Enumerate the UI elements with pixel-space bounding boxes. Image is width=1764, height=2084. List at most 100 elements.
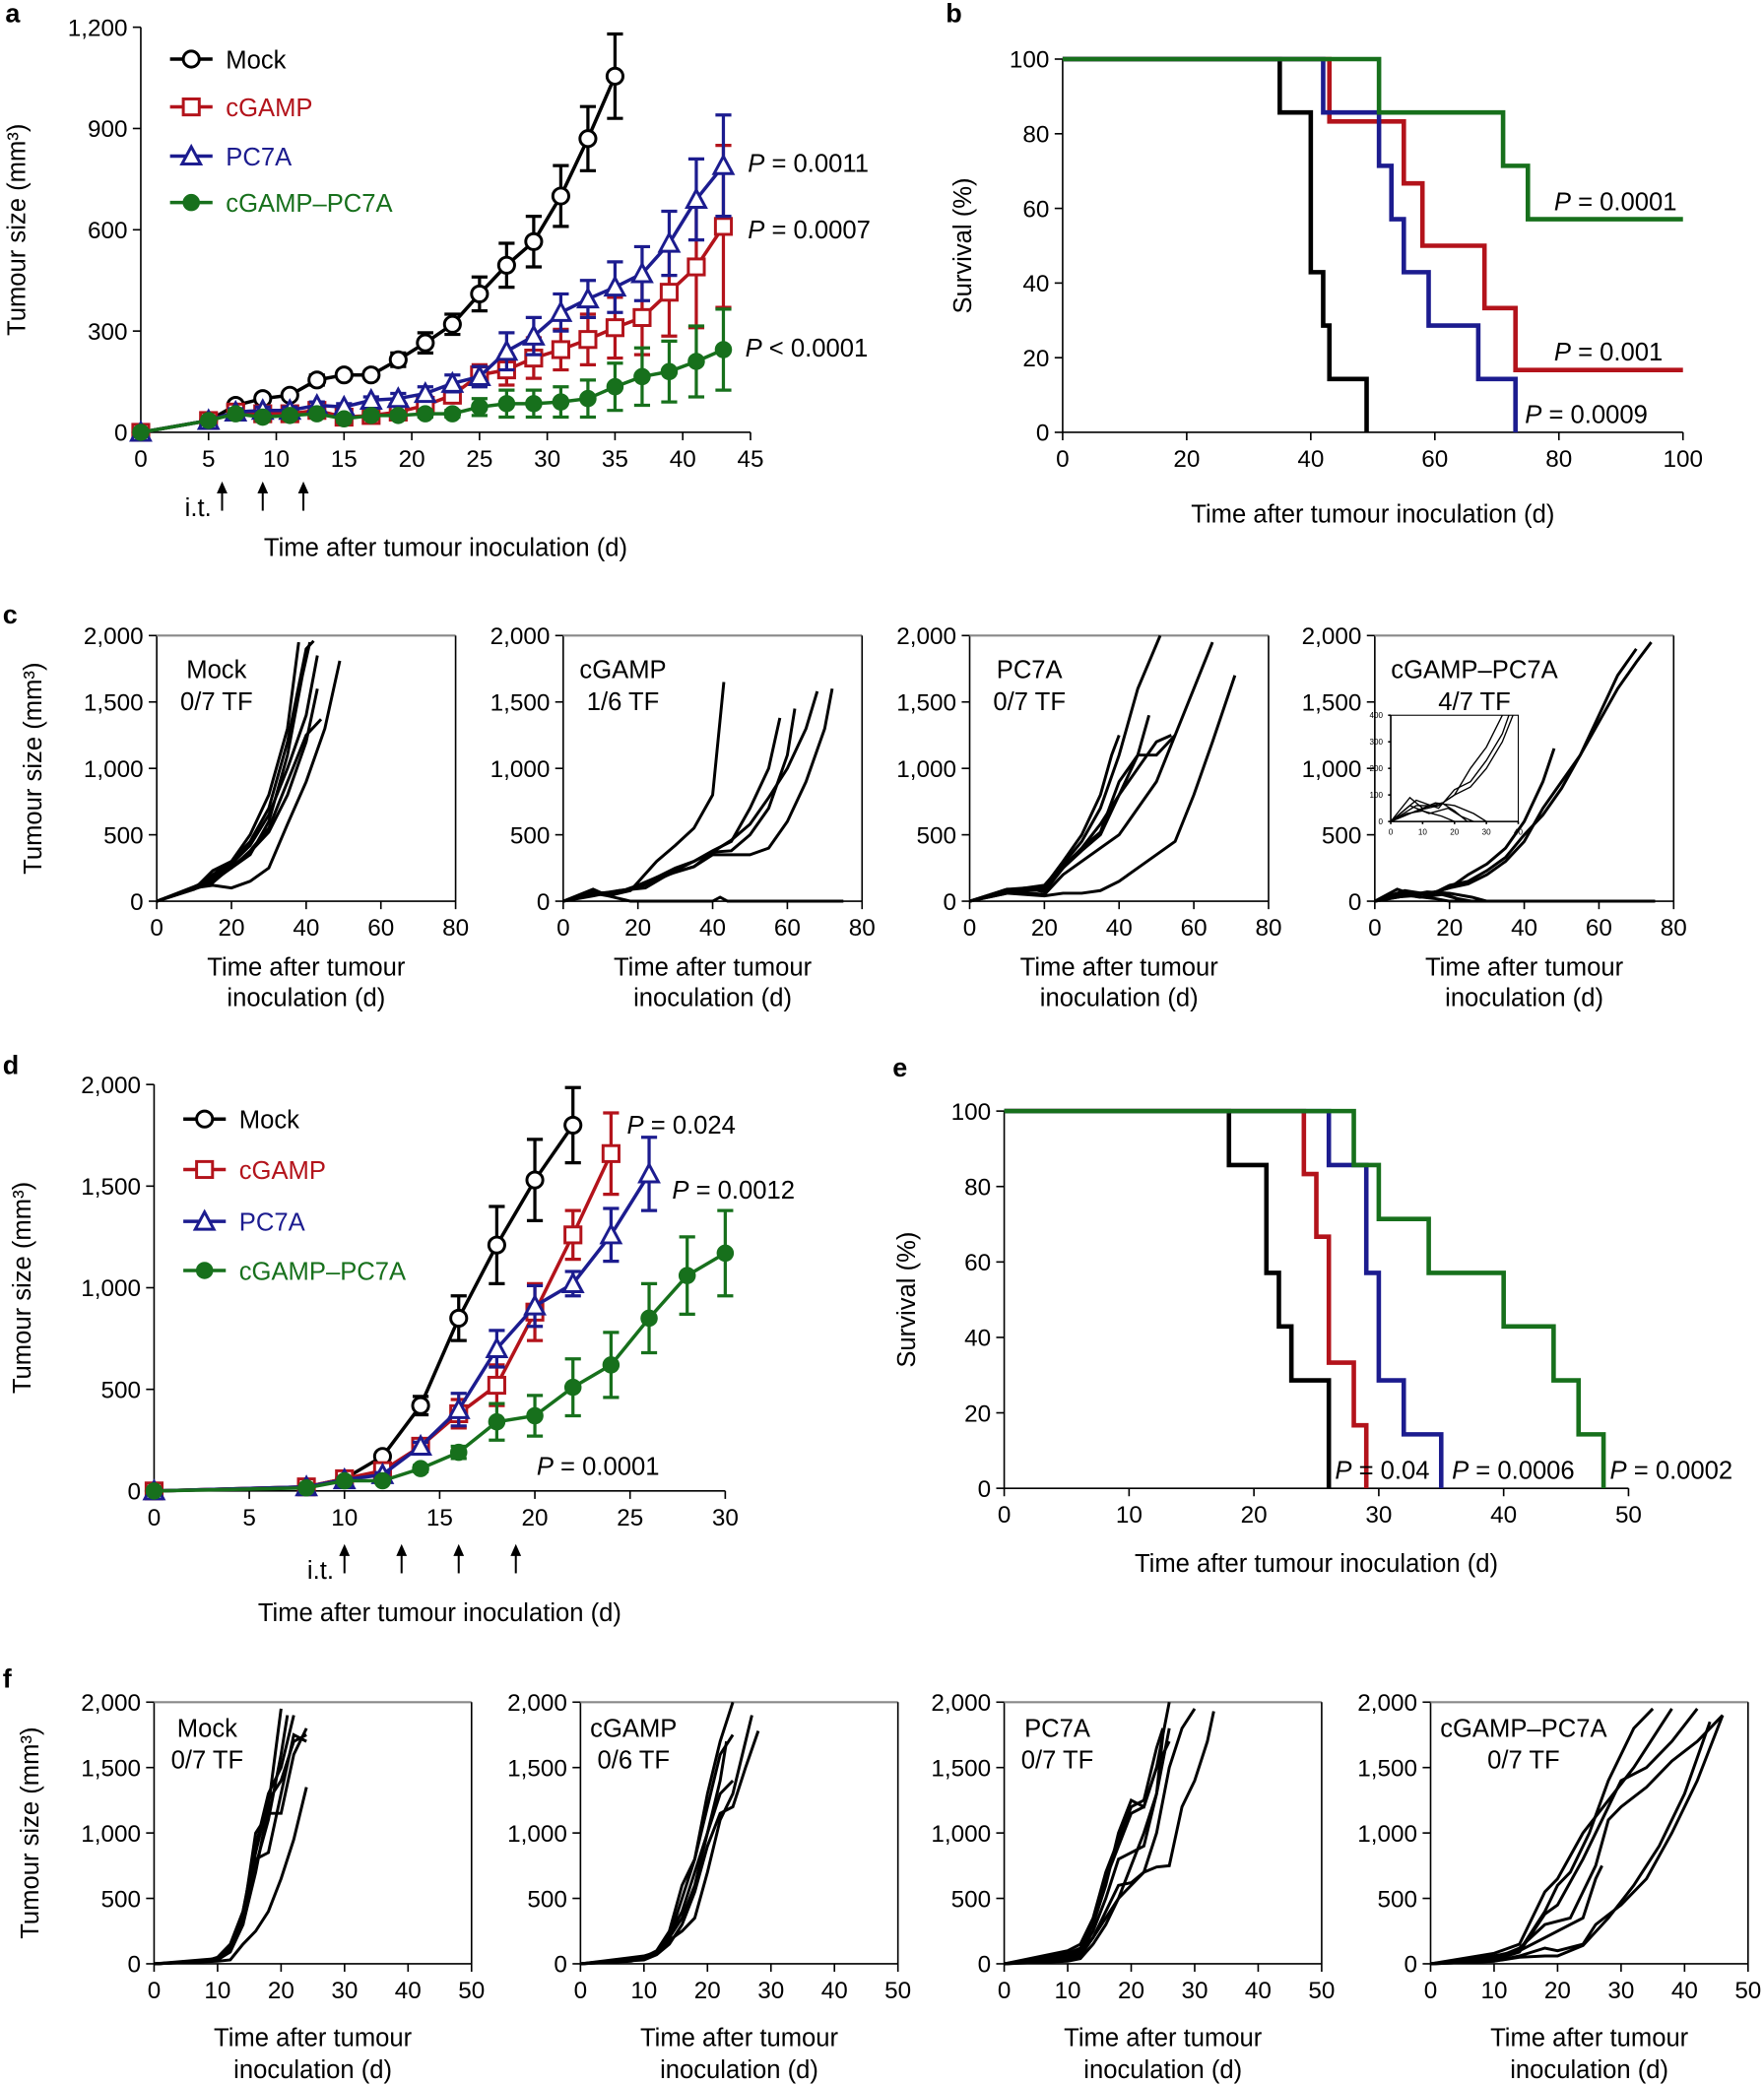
series-line bbox=[154, 1152, 613, 1493]
x-tick-label: 20 bbox=[1450, 828, 1459, 837]
y-tick-label: 0 bbox=[114, 421, 127, 447]
x-axis-title: Time after tumour inoculation (d) bbox=[264, 534, 627, 561]
marker-circle bbox=[388, 350, 408, 369]
marker-dot bbox=[660, 362, 679, 381]
x-tick-label: 20 bbox=[522, 1505, 549, 1531]
tumour-curve bbox=[969, 641, 1214, 903]
marker-dot bbox=[579, 389, 597, 408]
y-tick-label: 0 bbox=[554, 1952, 566, 1979]
marker-triangle bbox=[467, 363, 491, 386]
legend-item: Mock bbox=[169, 46, 287, 74]
p-rest: = 0.04 bbox=[1351, 1458, 1429, 1485]
p-symbol: P bbox=[746, 335, 762, 362]
x-tick-label: 20 bbox=[1031, 915, 1058, 942]
p-symbol: P bbox=[748, 151, 764, 178]
p-rest: = 0.024 bbox=[644, 1112, 736, 1140]
marker-dot bbox=[335, 410, 354, 428]
y-axis-title: Tumour size (mm³) bbox=[9, 1182, 36, 1394]
tumour-curve bbox=[154, 1733, 307, 1966]
x-tick-label: 50 bbox=[1308, 1978, 1335, 2004]
y-tick-label: 500 bbox=[1322, 822, 1362, 849]
y-tick-label: 1,000 bbox=[84, 756, 144, 783]
marker-dot bbox=[449, 1443, 468, 1462]
p-rest: = 0.0001 bbox=[1571, 189, 1677, 217]
x-tick-label: 20 bbox=[1544, 1978, 1571, 2004]
y-tick-label: 900 bbox=[88, 116, 128, 143]
tumour-curve bbox=[1374, 894, 1656, 903]
group-label: Mock bbox=[186, 656, 246, 684]
y-tick-label: 200 bbox=[1369, 764, 1383, 773]
y-tick-label: 500 bbox=[510, 822, 551, 849]
marker-triangle bbox=[485, 1335, 509, 1358]
group-label: Mock bbox=[177, 1715, 237, 1742]
tumour-curve bbox=[969, 734, 1121, 903]
x-tick-label: 5 bbox=[202, 446, 216, 473]
marker-dot bbox=[471, 398, 489, 417]
y-tick-label: 0 bbox=[1405, 1952, 1417, 1979]
y-tick-label: 500 bbox=[917, 822, 957, 849]
legend-item: Mock bbox=[183, 1107, 299, 1135]
p-rest: = 0.0009 bbox=[1541, 402, 1648, 429]
x-tick-label: 20 bbox=[268, 1978, 294, 2004]
marker-dot bbox=[443, 405, 462, 423]
tumour-free-count: 0/7 TF bbox=[1487, 1747, 1560, 1775]
inset-curve bbox=[1391, 805, 1519, 822]
x-axis-title-line1: Time after tumour bbox=[1490, 2025, 1689, 2052]
marker-triangle bbox=[192, 1208, 217, 1231]
marker-circle bbox=[605, 66, 624, 86]
arrow-head-icon bbox=[453, 1543, 465, 1556]
marker-dot bbox=[714, 341, 733, 358]
x-tick-label: 0 bbox=[150, 915, 163, 942]
p-value-label: P = 0.04 bbox=[1335, 1458, 1429, 1485]
marker-square bbox=[563, 1225, 583, 1245]
marker-triangle bbox=[549, 299, 573, 322]
x-tick-label: 10 bbox=[331, 1505, 358, 1531]
marker-dot bbox=[253, 408, 272, 426]
x-tick-label: 0 bbox=[963, 915, 977, 942]
x-tick-label: 30 bbox=[757, 1978, 784, 2004]
marker-dot bbox=[488, 1412, 506, 1431]
survival-curve-Mock bbox=[1062, 56, 1369, 432]
p-symbol: P bbox=[1610, 1458, 1627, 1485]
x-tick-label: 60 bbox=[774, 915, 801, 942]
x-tick-label: 20 bbox=[624, 915, 651, 942]
series-Mock bbox=[144, 1085, 583, 1501]
x-tick-label: 20 bbox=[219, 915, 245, 942]
tumour-curve bbox=[154, 1715, 290, 1966]
x-axis-title-line2: inoculation (d) bbox=[233, 2056, 392, 2084]
y-tick-label: 1,500 bbox=[490, 689, 551, 716]
marker-dot bbox=[281, 407, 299, 424]
y-tick-label: 1,000 bbox=[1357, 1821, 1417, 1848]
y-axis-title: Survival (%) bbox=[949, 177, 977, 313]
tumour-curve bbox=[1430, 1864, 1603, 1966]
marker-dot bbox=[552, 393, 570, 411]
p-symbol: P bbox=[1554, 189, 1571, 217]
marker-dot bbox=[389, 407, 408, 424]
marker-triangle bbox=[657, 230, 682, 253]
marker-circle bbox=[525, 1170, 545, 1190]
p-symbol: P bbox=[1452, 1458, 1469, 1485]
x-axis-title-line1: Time after tumour bbox=[207, 954, 406, 982]
marker-circle bbox=[181, 49, 201, 69]
x-tick-label: 0 bbox=[556, 915, 569, 942]
x-tick-label: 40 bbox=[1297, 446, 1324, 473]
marker-triangle bbox=[637, 1161, 661, 1184]
injection-label: i.t. bbox=[307, 1557, 334, 1585]
y-tick-label: 0 bbox=[1036, 421, 1050, 447]
x-tick-label: 0 bbox=[148, 1505, 162, 1531]
marker-square bbox=[601, 1143, 621, 1163]
survival-curve-cGAMP–PC7A bbox=[1062, 56, 1683, 222]
inset-curve bbox=[1391, 715, 1504, 822]
x-tick-label: 60 bbox=[367, 915, 394, 942]
x-tick-label: 20 bbox=[1241, 1502, 1268, 1529]
y-tick-label: 500 bbox=[1378, 1886, 1418, 1913]
y-tick-label: 2,000 bbox=[1357, 1690, 1417, 1717]
x-tick-label: 40 bbox=[395, 1978, 422, 2004]
x-tick-label: 0 bbox=[1056, 446, 1070, 473]
x-axis-title-line2: inoculation (d) bbox=[660, 2056, 818, 2084]
p-value-label: P = 0.0011 bbox=[748, 151, 869, 178]
x-tick-label: 50 bbox=[458, 1978, 485, 2004]
x-tick-label: 45 bbox=[737, 446, 763, 473]
